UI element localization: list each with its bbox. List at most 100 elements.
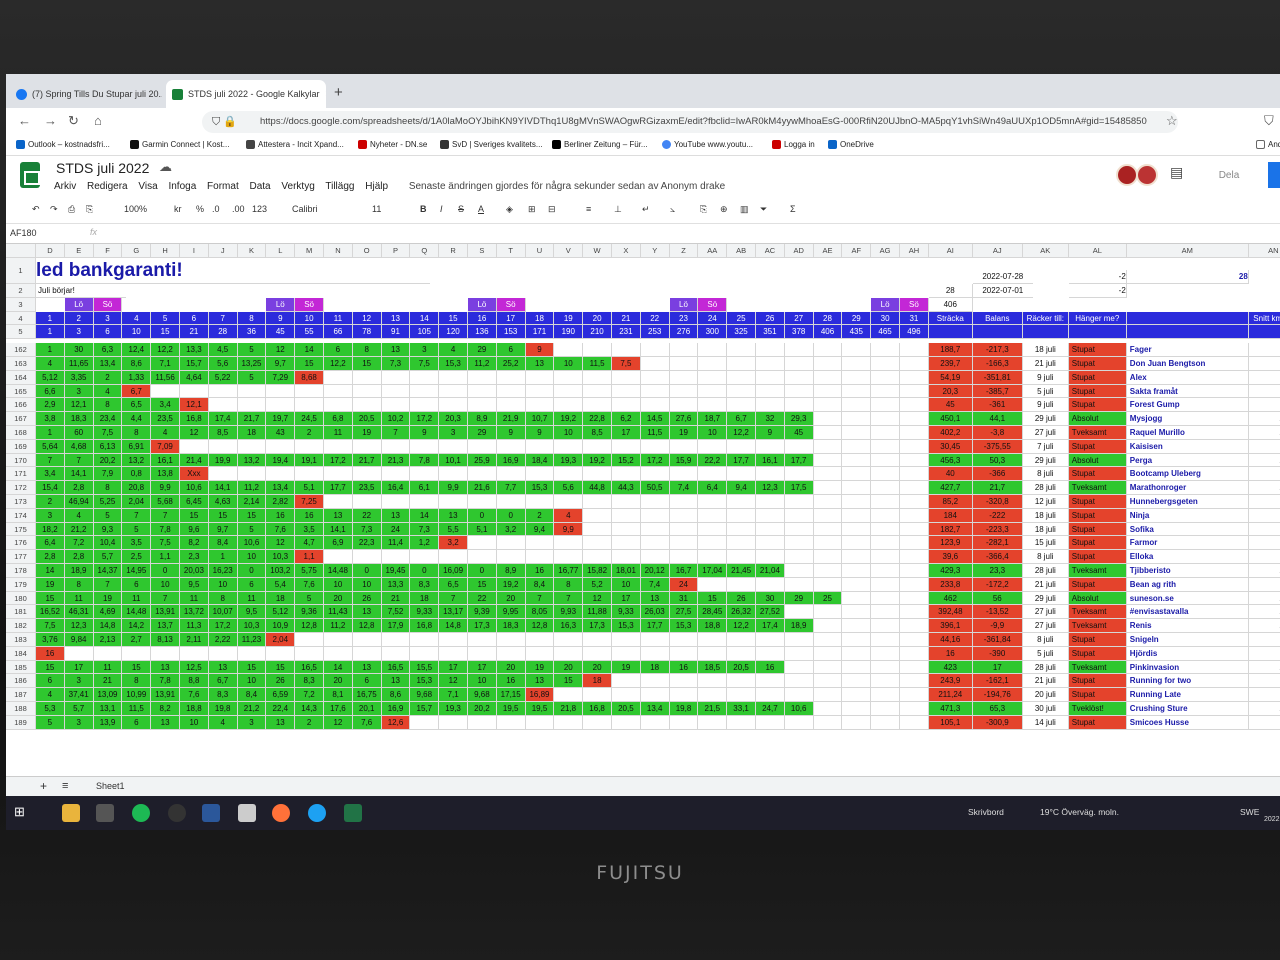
day-cell[interactable] [900,536,929,551]
cumulative-cell[interactable]: 1 [36,325,65,340]
day-number-cell[interactable]: 16 [468,311,497,326]
day-cell[interactable] [813,688,843,702]
day-cell[interactable]: 16,1 [756,453,785,468]
column-header-ai[interactable]: AI [928,244,973,258]
day-cell[interactable]: 13 [208,660,238,675]
balans-cell[interactable]: -13,52 [972,605,1023,620]
stracka-cell[interactable]: 423 [928,660,973,675]
day-cell[interactable]: 8 [352,343,382,357]
day-cell[interactable]: 20,2 [93,453,123,468]
value-cell[interactable]: -2 [1068,284,1127,298]
day-cell[interactable]: Xxx [180,467,209,482]
day-cell[interactable]: 10,1 [439,453,468,468]
day-cell[interactable] [381,550,411,564]
day-cell[interactable]: 13 [439,508,468,523]
row-header[interactable]: 3 [6,297,36,312]
day-cell[interactable]: 13 [352,660,382,675]
balans-cell[interactable]: -361,84 [972,633,1023,647]
day-cell[interactable]: 12 [439,674,468,689]
day-cell[interactable]: 11 [180,591,209,606]
day-cell[interactable] [871,426,900,440]
weekend-marker[interactable]: Lö [64,297,94,312]
day-cell[interactable] [813,398,843,413]
day-cell[interactable]: 10,6 [784,702,814,716]
day-cell[interactable]: 4 [36,357,65,371]
day-cell[interactable]: 7,7 [496,481,526,495]
banner-cell[interactable]: led bankgaranti! [30,258,430,284]
day-cell[interactable] [669,674,699,689]
day-cell[interactable]: 20 [583,660,612,675]
snitt-cell[interactable]: 14,0 [1248,605,1280,620]
day-cell[interactable] [842,550,872,564]
balans-cell[interactable]: -9,9 [972,619,1023,633]
day-cell[interactable] [842,384,872,399]
balans-cell[interactable]: -375,55 [972,439,1023,454]
day-cell[interactable]: 27,52 [756,605,785,620]
day-cell[interactable] [842,495,872,509]
day-cell[interactable]: 12,6 [381,715,411,730]
day-cell[interactable]: 5,7 [64,702,94,716]
day-cell[interactable]: 21,4 [180,453,209,468]
snitt-cell[interactable]: 1,1 [1248,440,1280,454]
day-cell[interactable]: 3 [237,715,267,730]
day-cell[interactable]: 7,8 [410,453,440,468]
share-button-edge[interactable] [1268,162,1280,188]
hanger-cell[interactable]: Stupat [1068,439,1127,454]
day-cell[interactable] [352,439,382,454]
day-cell[interactable]: 5 [295,591,324,606]
day-cell[interactable]: 32 [756,412,785,426]
menu-data[interactable]: Data [249,181,271,192]
day-cell[interactable] [237,467,267,482]
day-cell[interactable] [698,688,728,702]
stracka-cell[interactable]: 39,6 [928,550,973,564]
day-cell[interactable] [698,467,728,482]
day-cell[interactable]: 15,3 [525,481,555,495]
day-cell[interactable] [727,688,756,702]
snitt-cell[interactable]: 16,1 [1248,412,1280,426]
day-number-cell[interactable]: 11 [324,311,353,326]
day-cell[interactable] [842,439,872,454]
snitt-cell[interactable]: 8,7 [1248,674,1280,689]
edge-icon[interactable] [308,804,326,822]
cumulative-cell[interactable]: 91 [381,325,411,340]
day-cell[interactable]: 6,9 [324,536,353,551]
day-cell[interactable] [410,715,440,730]
day-cell[interactable]: 8,4 [525,577,555,592]
hanger-cell[interactable]: Stupat [1068,495,1127,509]
day-cell[interactable]: 9 [410,426,440,440]
star-icon[interactable]: ☆ [1166,113,1178,128]
snitt-cell[interactable]: 1,9 [1248,371,1280,385]
day-cell[interactable]: 18,9 [784,619,814,633]
day-cell[interactable] [352,384,382,399]
day-cell[interactable] [900,398,929,413]
day-cell[interactable]: 20 [324,674,353,689]
snitt-cell[interactable]: 3,0 [1248,495,1280,509]
cumulative-cell[interactable]: 21 [180,325,209,340]
day-cell[interactable]: 23,5 [151,412,180,426]
day-cell[interactable]: 10,7 [525,412,555,426]
cumulative-cell[interactable]: 105 [410,325,440,340]
day-cell[interactable]: 16 [669,660,699,675]
day-cell[interactable]: 6 [324,343,353,357]
column-header-ak[interactable]: AK [1022,244,1069,258]
day-cell[interactable]: 8,3 [410,577,440,592]
balans-cell[interactable]: -217,3 [972,343,1023,357]
desktop-label[interactable]: Skrivbord [968,807,1004,817]
day-cell[interactable]: 7,6 [352,715,382,730]
reload-icon[interactable]: ↻ [68,113,79,128]
day-cell[interactable] [900,453,929,468]
day-cell[interactable]: 8,6 [381,688,411,702]
day-cell[interactable] [756,536,785,551]
day-cell[interactable] [208,467,238,482]
day-cell[interactable] [871,536,900,551]
italic-icon[interactable]: I [440,204,443,214]
day-cell[interactable]: 7,1 [439,688,468,702]
day-cell[interactable]: 21,6 [468,481,497,495]
balans-cell[interactable]: -166,3 [972,357,1023,371]
hanger-cell[interactable]: Stupat [1068,522,1127,537]
last-edit-note[interactable]: Senaste ändringen gjordes för några seku… [408,181,726,192]
day-cell[interactable] [871,550,900,564]
cumulative-cell[interactable]: 171 [525,325,555,340]
day-cell[interactable] [151,646,180,661]
day-cell[interactable] [871,674,900,689]
